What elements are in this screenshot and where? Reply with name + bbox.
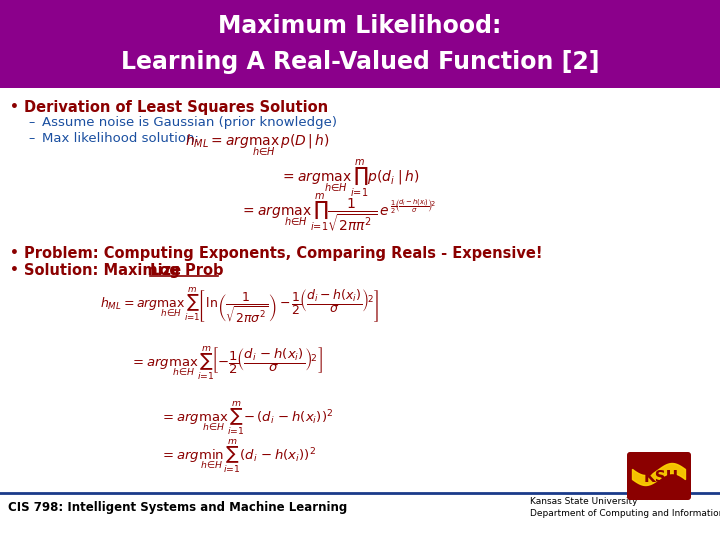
Text: •: • <box>9 100 19 114</box>
Text: Max likelihood solution:: Max likelihood solution: <box>42 132 199 145</box>
Text: KSU: KSU <box>644 469 678 484</box>
Text: •: • <box>9 263 19 277</box>
Bar <box>0 0 720 88</box>
Text: Derivation of Least Squares Solution: Derivation of Least Squares Solution <box>24 100 328 115</box>
Text: $h_{ML} = \mathit{arg}\max_{h\in H}\, p(D\,|\,h)$: $h_{ML} = \mathit{arg}\max_{h\in H}\, p(… <box>185 132 330 157</box>
Text: –: – <box>29 132 35 145</box>
Text: $= \mathit{arg}\min_{h\in H} \sum_{i=1}^{m} (d_i - h(x_i))^2$: $= \mathit{arg}\min_{h\in H} \sum_{i=1}^… <box>160 438 316 476</box>
Text: $= \mathit{arg}\max_{h\in H} \sum_{i=1}^{m} -\,(d_i - h(x_i))^2$: $= \mathit{arg}\max_{h\in H} \sum_{i=1}^… <box>160 400 333 438</box>
Text: $= \mathit{arg}\max_{h\in H} \prod_{i=1}^{m} p(d_i\,|\,h)$: $= \mathit{arg}\max_{h\in H} \prod_{i=1}… <box>280 158 420 200</box>
Text: Kansas State University: Kansas State University <box>530 497 637 507</box>
Text: Assume noise is Gaussian (prior knowledge): Assume noise is Gaussian (prior knowledg… <box>42 116 337 129</box>
FancyBboxPatch shape <box>627 452 691 500</box>
Text: $h_{ML} = \mathit{arg}\max_{h\in H} \sum_{i=1}^{m}\!\left[\,\ln\!\left(\dfrac{1}: $h_{ML} = \mathit{arg}\max_{h\in H} \sum… <box>100 285 379 325</box>
Text: Problem: Computing Exponents, Comparing Reals - Expensive!: Problem: Computing Exponents, Comparing … <box>24 246 542 261</box>
Text: Maximum Likelihood:: Maximum Likelihood: <box>218 14 502 38</box>
Text: CIS 798: Intelligent Systems and Machine Learning: CIS 798: Intelligent Systems and Machine… <box>8 501 347 514</box>
Text: Department of Computing and Information Sciences: Department of Computing and Information … <box>530 510 720 518</box>
Text: Solution: Maximize: Solution: Maximize <box>24 263 186 278</box>
Text: $= \mathit{arg}\max_{h\in H} \prod_{i=1}^{m} \dfrac{1}{\sqrt{2\pi\pi^2}}\, e^{\;: $= \mathit{arg}\max_{h\in H} \prod_{i=1}… <box>240 192 436 234</box>
Text: Learning A Real-Valued Function [2]: Learning A Real-Valued Function [2] <box>121 50 599 74</box>
Text: Log Prob: Log Prob <box>150 263 223 278</box>
Text: $= \mathit{arg}\max_{h\in H} \sum_{i=1}^{m}\!\left[-\dfrac{1}{2}\!\left(\dfrac{d: $= \mathit{arg}\max_{h\in H} \sum_{i=1}^… <box>130 345 323 383</box>
Text: •: • <box>9 246 19 260</box>
Text: –: – <box>29 116 35 129</box>
